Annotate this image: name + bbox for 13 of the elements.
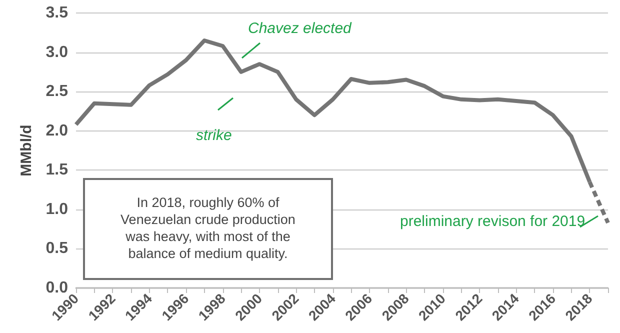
- y-tick-label: 2.0: [46, 122, 68, 140]
- y-axis-title: MMbl/d: [18, 124, 35, 176]
- y-tick-label: 0.0: [46, 280, 68, 296]
- annotation: Chavez elected: [248, 20, 352, 37]
- y-tick-label: 1.5: [46, 162, 68, 179]
- annotation: strike: [196, 127, 232, 144]
- y-tick-label: 3.0: [46, 44, 68, 61]
- y-tick-label: 2.5: [46, 83, 68, 100]
- note-box: In 2018, roughly 60% of Venezuelan crude production was heavy, with most of the balance of medium quality.: [83, 178, 333, 280]
- y-tick-label: 0.5: [46, 240, 68, 258]
- y-tick-label: 1.0: [46, 200, 68, 218]
- y-tick-label: 3.5: [46, 4, 68, 22]
- annotation: preliminary revison for 2019: [400, 213, 586, 230]
